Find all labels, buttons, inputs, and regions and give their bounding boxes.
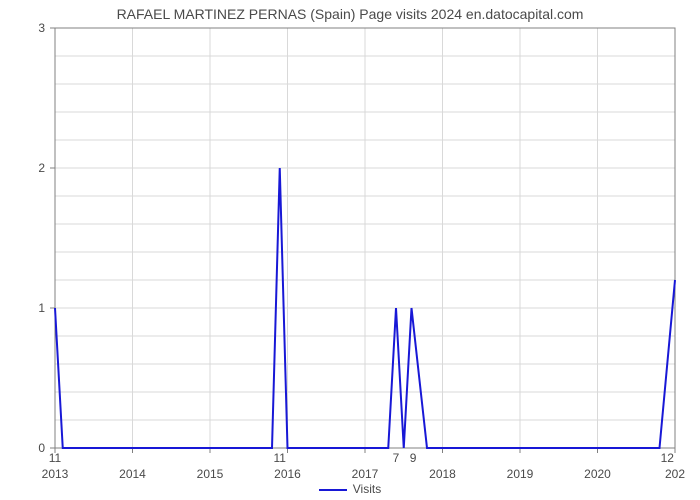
x-tick-label: 2018 [429,467,456,481]
x-tick-label: 2014 [119,467,146,481]
point-label: 11 [274,451,287,465]
point-label: 7 [393,451,400,465]
y-tick-label: 1 [38,301,45,315]
y-tick-label: 0 [38,441,45,455]
chart-svg: 0123201320142015201620172018201920202021… [55,28,675,448]
x-tick-label: 2017 [352,467,379,481]
legend-swatch [319,489,347,491]
point-label: 12 [661,451,675,465]
x-tick-label: 2016 [274,467,301,481]
y-tick-label: 3 [38,21,45,35]
x-tick-label: 2020 [584,467,611,481]
x-tick-label: 2015 [197,467,224,481]
x-tick-label: 2013 [42,467,69,481]
point-label: 9 [410,451,417,465]
point-label: 11 [49,451,62,465]
chart-title: RAFAEL MARTINEZ PERNAS (Spain) Page visi… [0,6,700,22]
legend-label: Visits [353,482,381,496]
x-tick-label: 2019 [507,467,534,481]
chart-legend: Visits [0,482,700,496]
x-tick-label: 202 [665,467,685,481]
chart-plot: 0123201320142015201620172018201920202021… [55,28,675,453]
y-tick-label: 2 [38,161,45,175]
